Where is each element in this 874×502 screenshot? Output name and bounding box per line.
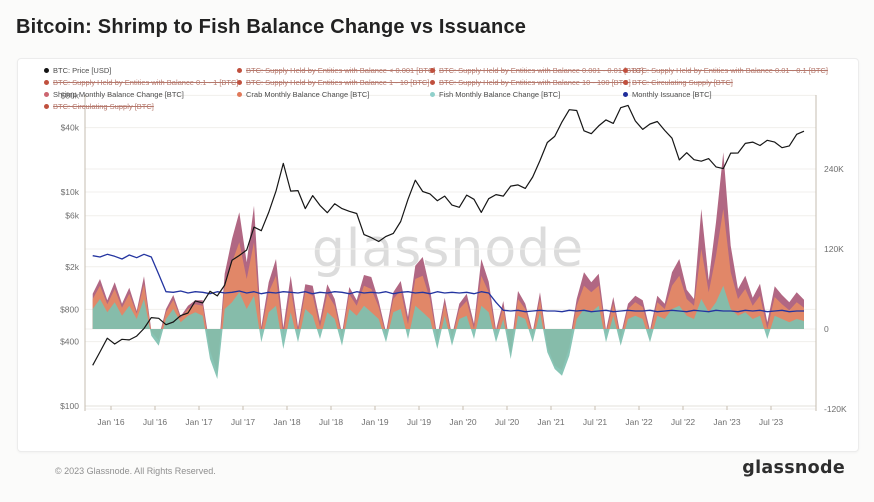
x-axis-tick-label: Jul '16 — [143, 417, 168, 427]
legend-item[interactable]: Crab Monthly Balance Change [BTC] — [237, 89, 430, 100]
glassnode-logo: glassnode — [742, 458, 845, 478]
x-axis-tick-label: Jan '19 — [361, 417, 388, 427]
legend-item[interactable]: Monthly Issuance [BTC] — [623, 89, 816, 100]
x-axis-tick-label: Jan '22 — [625, 417, 652, 427]
left-axis-tick-label: $800 — [60, 304, 79, 314]
legend-item[interactable]: BTC: Supply Held by Entities with Balanc… — [44, 77, 239, 88]
legend-label: BTC: Supply Held by Entities with Balanc… — [53, 78, 239, 87]
legend-swatch-icon — [430, 68, 435, 73]
legend-label: BTC: Supply Held by Entities with Balanc… — [246, 78, 430, 87]
chart-card: glassnode Jan '16 Jul '16 Jan '17 Jul '17 Ja… — [17, 58, 859, 452]
legend-label: Shrimp Monthly Balance Change [BTC] — [53, 90, 184, 99]
legend-swatch-icon — [44, 104, 49, 109]
legend-item[interactable]: BTC: Supply Held by Entities with Balanc… — [430, 77, 631, 88]
left-axis-tick-label: $2k — [65, 262, 79, 272]
x-axis-tick-label: Jul '21 — [583, 417, 608, 427]
legend-swatch-icon — [237, 68, 242, 73]
left-axis-tick-label: $100 — [60, 401, 79, 411]
legend-item[interactable]: BTC: Supply Held by Entities with Balanc… — [623, 65, 828, 76]
left-axis-tick-label: $80k — [61, 90, 80, 100]
legend-item[interactable]: BTC: Price [USD] — [44, 65, 237, 76]
left-axis-tick-label: $10k — [61, 187, 80, 197]
x-axis-tick-label: Jan '23 — [713, 417, 740, 427]
x-axis-tick-label: Jan '20 — [449, 417, 476, 427]
copyright-text: © 2023 Glassnode. All Rights Reserved. — [55, 466, 216, 476]
legend-label: BTC: Circulating Supply [BTC] — [632, 78, 733, 87]
x-axis-tick-label: Jan '16 — [97, 417, 124, 427]
x-axis-tick-label: Jul '18 — [319, 417, 344, 427]
legend-swatch-icon — [44, 92, 49, 97]
page-title: Bitcoin: Shrimp to Fish Balance Change v… — [16, 16, 527, 38]
legend-item[interactable]: BTC: Circulating Supply [BTC] — [44, 101, 237, 112]
chart-plot-area[interactable]: Jan '16 Jul '16 Jan '17 Jul '17 Jan '18 Jul '… — [18, 59, 858, 451]
legend-label: BTC: Supply Held by Entities with Balanc… — [439, 66, 644, 75]
legend-item[interactable]: Shrimp Monthly Balance Change [BTC] — [44, 89, 237, 100]
x-axis-tick-label: Jul '22 — [671, 417, 696, 427]
line-btc-price — [92, 104, 805, 366]
legend-item[interactable]: Fish Monthly Balance Change [BTC] — [430, 89, 623, 100]
right-axis-tick-label: -120K — [824, 404, 847, 414]
legend-label: BTC: Supply Held by Entities with Balanc… — [439, 78, 631, 87]
chart-legend: BTC: Price [USD] BTC: Supply Held by Enti… — [44, 65, 828, 112]
legend-swatch-icon — [237, 80, 242, 85]
legend-item[interactable]: BTC: Supply Held by Entities with Balanc… — [237, 65, 435, 76]
left-axis-tick-label: $40k — [61, 123, 80, 133]
x-axis-tick-label: Jul '19 — [407, 417, 432, 427]
x-axis-tick-label: Jan '21 — [537, 417, 564, 427]
left-axis-tick-label: $400 — [60, 337, 79, 347]
legend-item[interactable]: BTC: Supply Held by Entities with Balanc… — [430, 65, 643, 76]
x-axis-tick-label: Jul '17 — [231, 417, 256, 427]
legend-swatch-icon — [44, 68, 49, 73]
legend-swatch-icon — [237, 92, 242, 97]
right-axis-tick-label: 0 — [824, 324, 829, 334]
legend-swatch-icon — [430, 80, 435, 85]
legend-label: Monthly Issuance [BTC] — [632, 90, 712, 99]
legend-swatch-icon — [430, 92, 435, 97]
legend-label: BTC: Supply Held by Entities with Balanc… — [246, 66, 436, 75]
legend-label: BTC: Price [USD] — [53, 66, 112, 75]
legend-label: BTC: Circulating Supply [BTC] — [53, 102, 154, 111]
x-axis-tick-label: Jul '20 — [495, 417, 520, 427]
area-shrimp — [92, 152, 804, 369]
area-crab — [92, 209, 804, 373]
line-monthly-issuance — [92, 253, 804, 313]
legend-swatch-icon — [623, 92, 628, 97]
x-axis-tick-label: Jul '23 — [759, 417, 784, 427]
x-axis-tick-label: Jan '17 — [185, 417, 212, 427]
legend-swatch-icon — [623, 80, 628, 85]
x-axis-tick-label: Jan '18 — [273, 417, 300, 427]
legend-swatch-icon — [44, 80, 49, 85]
legend-label: BTC: Supply Held by Entities with Balanc… — [632, 66, 828, 75]
legend-swatch-icon — [623, 68, 628, 73]
left-axis-tick-label: $6k — [65, 211, 79, 221]
legend-label: Crab Monthly Balance Change [BTC] — [246, 90, 370, 99]
legend-label: Fish Monthly Balance Change [BTC] — [439, 90, 561, 99]
right-axis-tick-label: 120K — [824, 244, 844, 254]
legend-item[interactable]: BTC: Circulating Supply [BTC] — [623, 77, 816, 88]
right-axis-tick-label: 240K — [824, 164, 844, 174]
legend-item[interactable]: BTC: Supply Held by Entities with Balanc… — [237, 77, 430, 88]
